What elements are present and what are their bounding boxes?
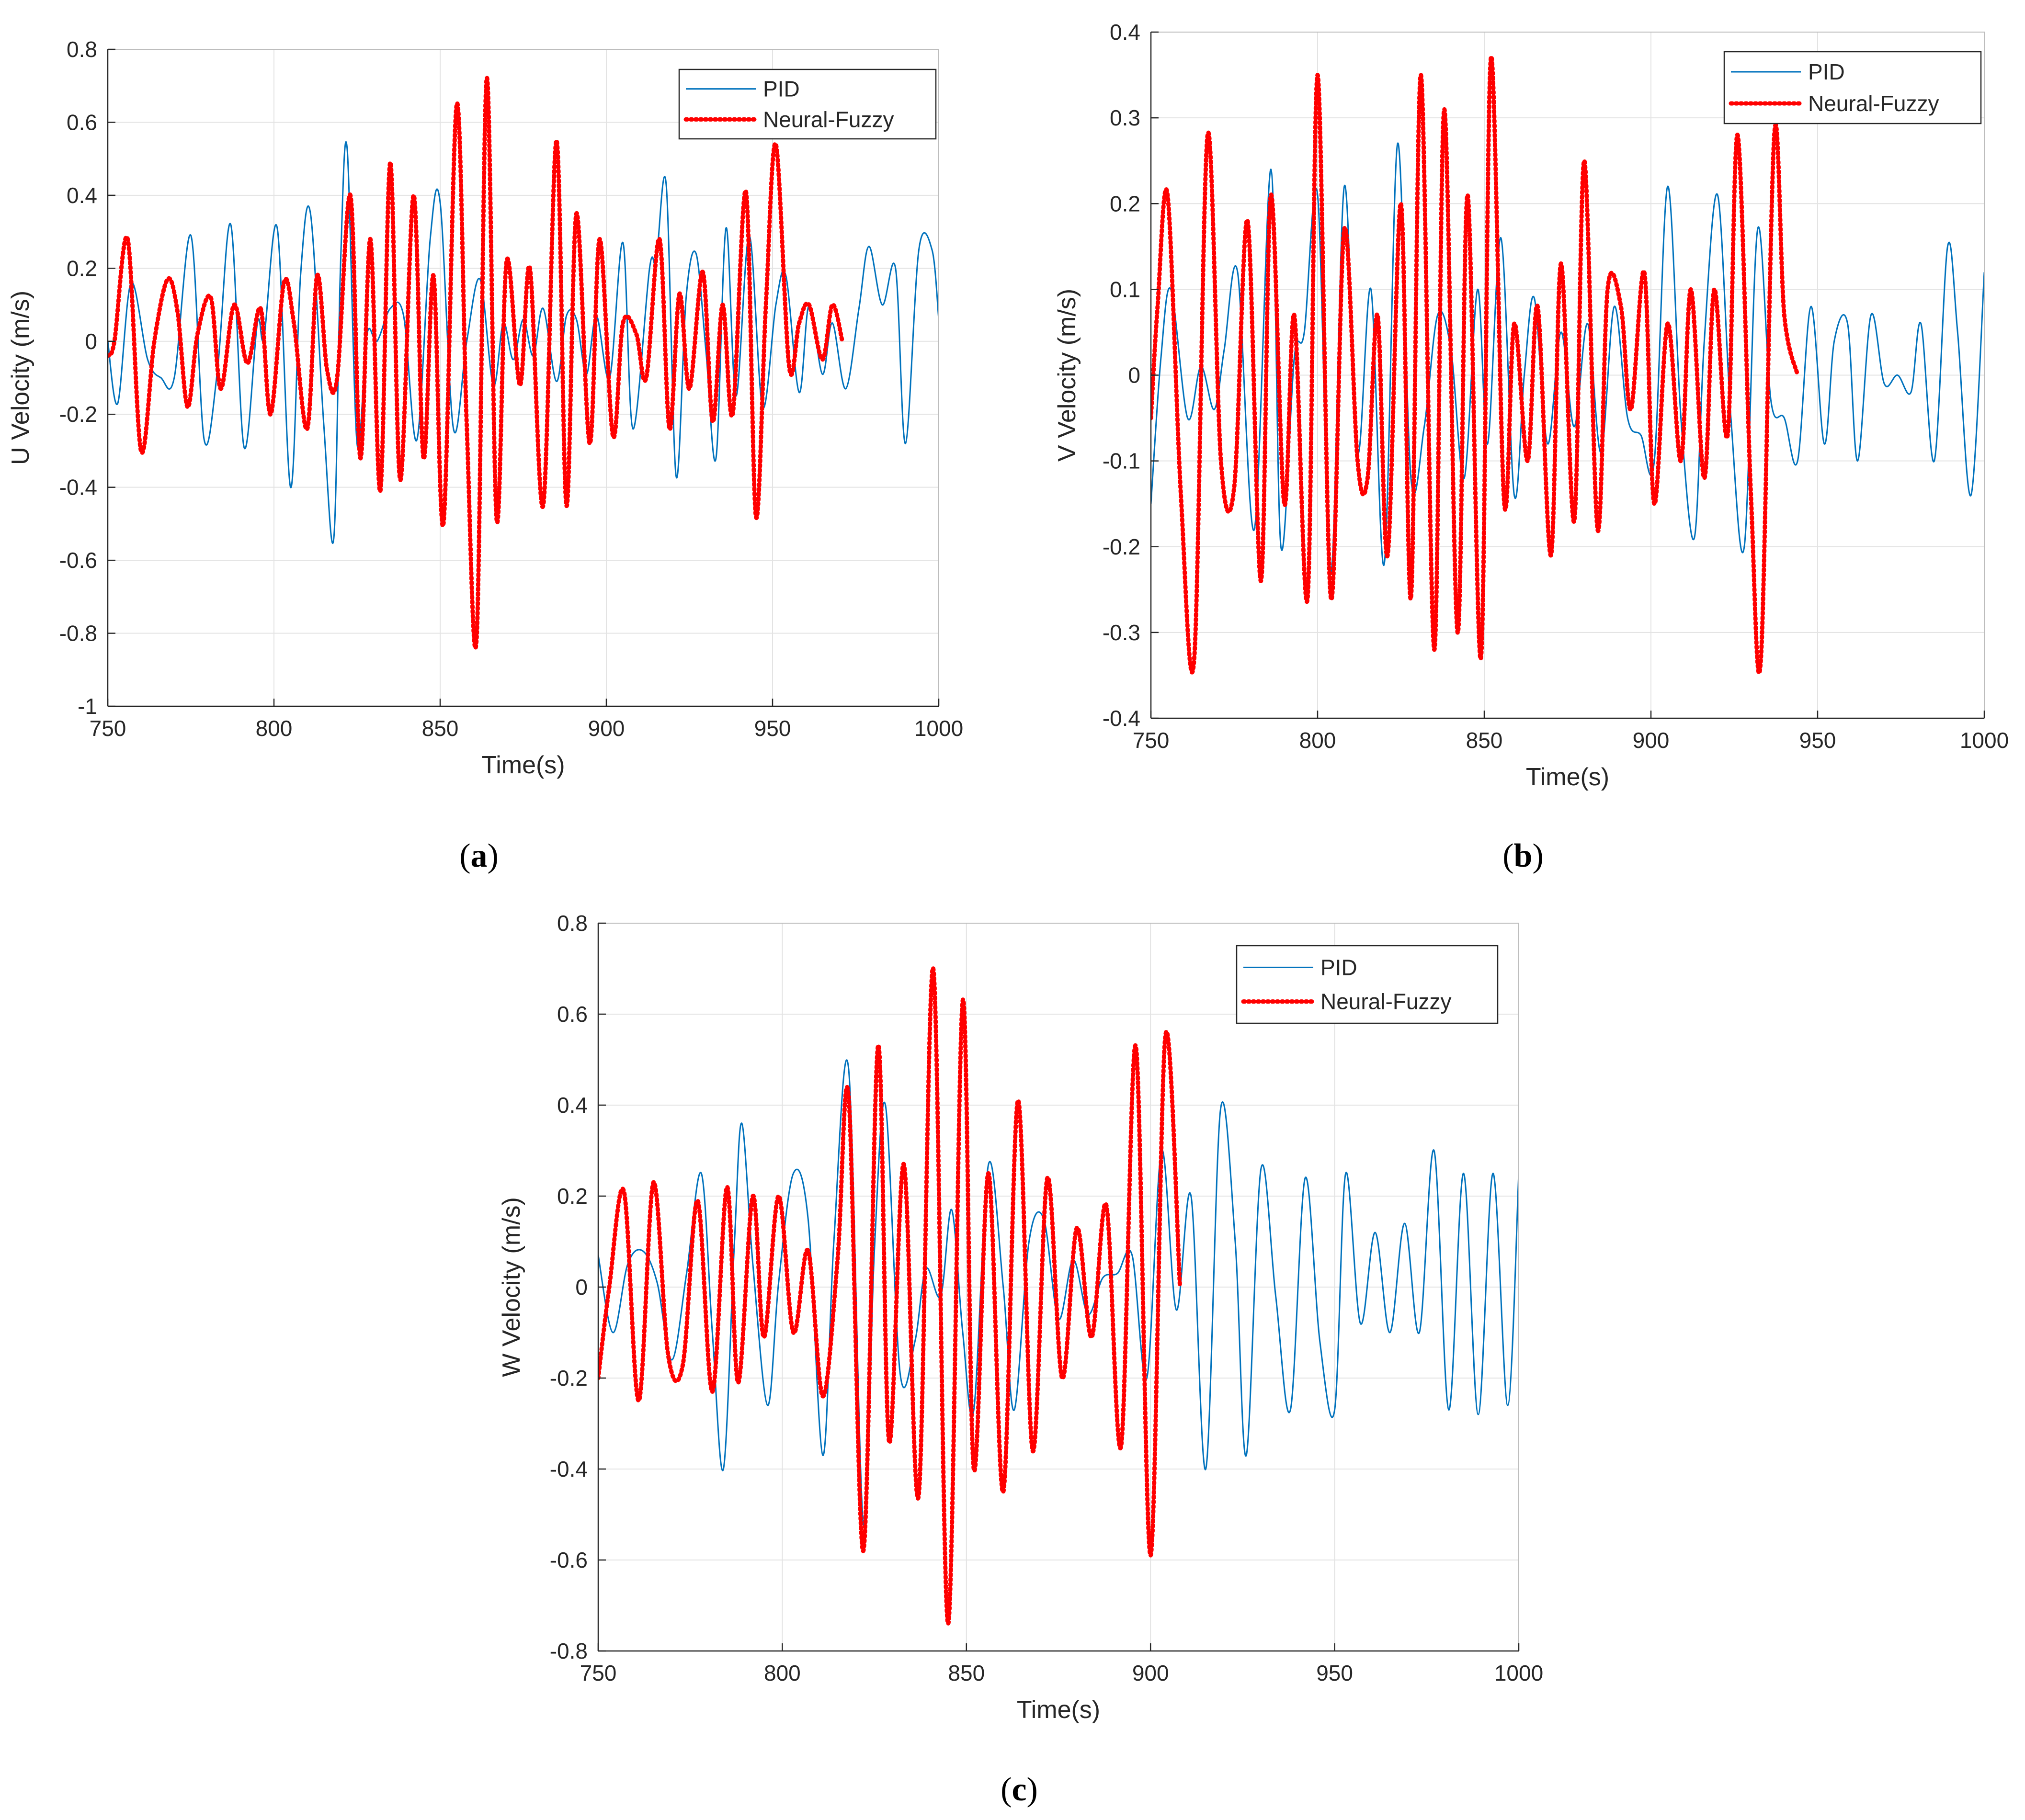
x-tick-label: 950 [1316, 1661, 1353, 1685]
y-tick-label: 0.4 [557, 1093, 588, 1118]
y-tick-label: -0.6 [550, 1548, 588, 1572]
legend-box [678, 68, 937, 140]
legend: PID Neural-Fuzzy [1723, 51, 1982, 124]
y-tick-label: -0.8 [550, 1639, 588, 1663]
x-tick-label: 950 [754, 716, 791, 741]
y-tick-label: 0 [85, 329, 97, 354]
y-tick-label: 0 [575, 1275, 588, 1300]
series-neural-fuzzy-line [108, 76, 845, 650]
y-tick-label: -0.4 [1103, 706, 1140, 731]
legend-box [1236, 945, 1499, 1024]
x-tick-label: 1000 [914, 716, 963, 741]
caption-b: (b) [1502, 837, 1544, 874]
y-tick-label: -0.2 [550, 1366, 588, 1390]
series-neural-fuzzy-line [598, 966, 1183, 1626]
y-axis-label: W Velocity (m/s) [498, 1197, 525, 1377]
y-tick-label: 0.3 [1110, 105, 1140, 130]
x-tick-label: 950 [1799, 728, 1836, 753]
series-neural-fuzzy-line [1151, 54, 1800, 675]
y-tick-label: -1 [78, 694, 97, 719]
x-tick-label: 800 [1299, 728, 1336, 753]
y-tick-label: 0.6 [67, 110, 97, 135]
legend-pid-label: PID [763, 77, 800, 102]
y-tick-label: -0.4 [550, 1457, 588, 1481]
caption-a: (a) [459, 837, 499, 874]
x-tick-label: 850 [948, 1661, 985, 1685]
chart-c: 750 800 850 900 950 1000 -0.8 -0.6 -0.4 -0.2 0 0.2 0… [498, 911, 1543, 1808]
x-tick-label: 1000 [1960, 728, 2009, 753]
legend-pid-label: PID [1808, 59, 1845, 84]
x-tick-label: 1000 [1494, 1661, 1543, 1685]
y-tick-label: -0.3 [1103, 620, 1140, 645]
legend-box [1723, 51, 1982, 124]
legend: PID Neural-Fuzzy [1236, 945, 1499, 1024]
legend-pid-label: PID [1320, 955, 1357, 980]
y-tick-label: -0.2 [1103, 534, 1140, 559]
chart-a: 750 800 850 900 950 1000 -1 -0.8 -0.6 -0.4 -0.2 0 0.… [7, 37, 963, 874]
y-tick-label: -0.6 [59, 548, 97, 573]
x-tick-label: 750 [90, 716, 126, 741]
x-tick-label: 800 [764, 1661, 801, 1685]
y-tick-label: -0.2 [59, 402, 97, 427]
y-tick-label: 0 [1128, 363, 1140, 388]
y-tick-label: 0.2 [557, 1184, 588, 1209]
y-tick-label: 0.2 [1110, 191, 1140, 216]
x-tick-label: 750 [580, 1661, 617, 1685]
x-tick-label: 750 [1133, 728, 1170, 753]
legend-neural-fuzzy-label: Neural-Fuzzy [763, 107, 894, 132]
x-tick-label: 900 [1633, 728, 1670, 753]
y-tick-label: 0.4 [1110, 20, 1140, 45]
y-tick-label: 0.8 [557, 911, 588, 936]
x-tick-label: 850 [1466, 728, 1503, 753]
caption-c: (c) [1001, 1771, 1038, 1808]
x-axis-label: Time(s) [481, 751, 565, 779]
x-tick-label: 800 [256, 716, 293, 741]
legend-neural-fuzzy-label: Neural-Fuzzy [1320, 989, 1452, 1014]
y-tick-label: 0.8 [67, 37, 97, 62]
x-tick-label: 850 [422, 716, 459, 741]
x-axis-label: Time(s) [1526, 763, 1609, 791]
chart-b: 750 800 850 900 950 1000 -0.4 -0.3 -0.2 -0.1 0 0.1 0… [1053, 20, 2009, 874]
x-tick-label: 900 [1132, 1661, 1169, 1685]
series-pid-line [598, 1059, 1519, 1527]
y-tick-label: 0.2 [67, 256, 97, 281]
legend: PID Neural-Fuzzy [678, 68, 937, 140]
y-tick-label: 0.1 [1110, 277, 1140, 302]
y-axis-label: V Velocity (m/s) [1053, 289, 1081, 462]
legend-neural-fuzzy-label: Neural-Fuzzy [1808, 91, 1939, 116]
y-tick-label: -0.1 [1103, 449, 1140, 474]
y-axis-label: U Velocity (m/s) [7, 291, 34, 465]
y-tick-label: 0.6 [557, 1002, 588, 1027]
x-tick-label: 900 [588, 716, 625, 741]
y-tick-label: -0.8 [59, 621, 97, 646]
x-axis-label: Time(s) [1017, 1696, 1100, 1724]
y-tick-label: 0.4 [67, 183, 97, 208]
y-tick-label: -0.4 [59, 475, 97, 500]
